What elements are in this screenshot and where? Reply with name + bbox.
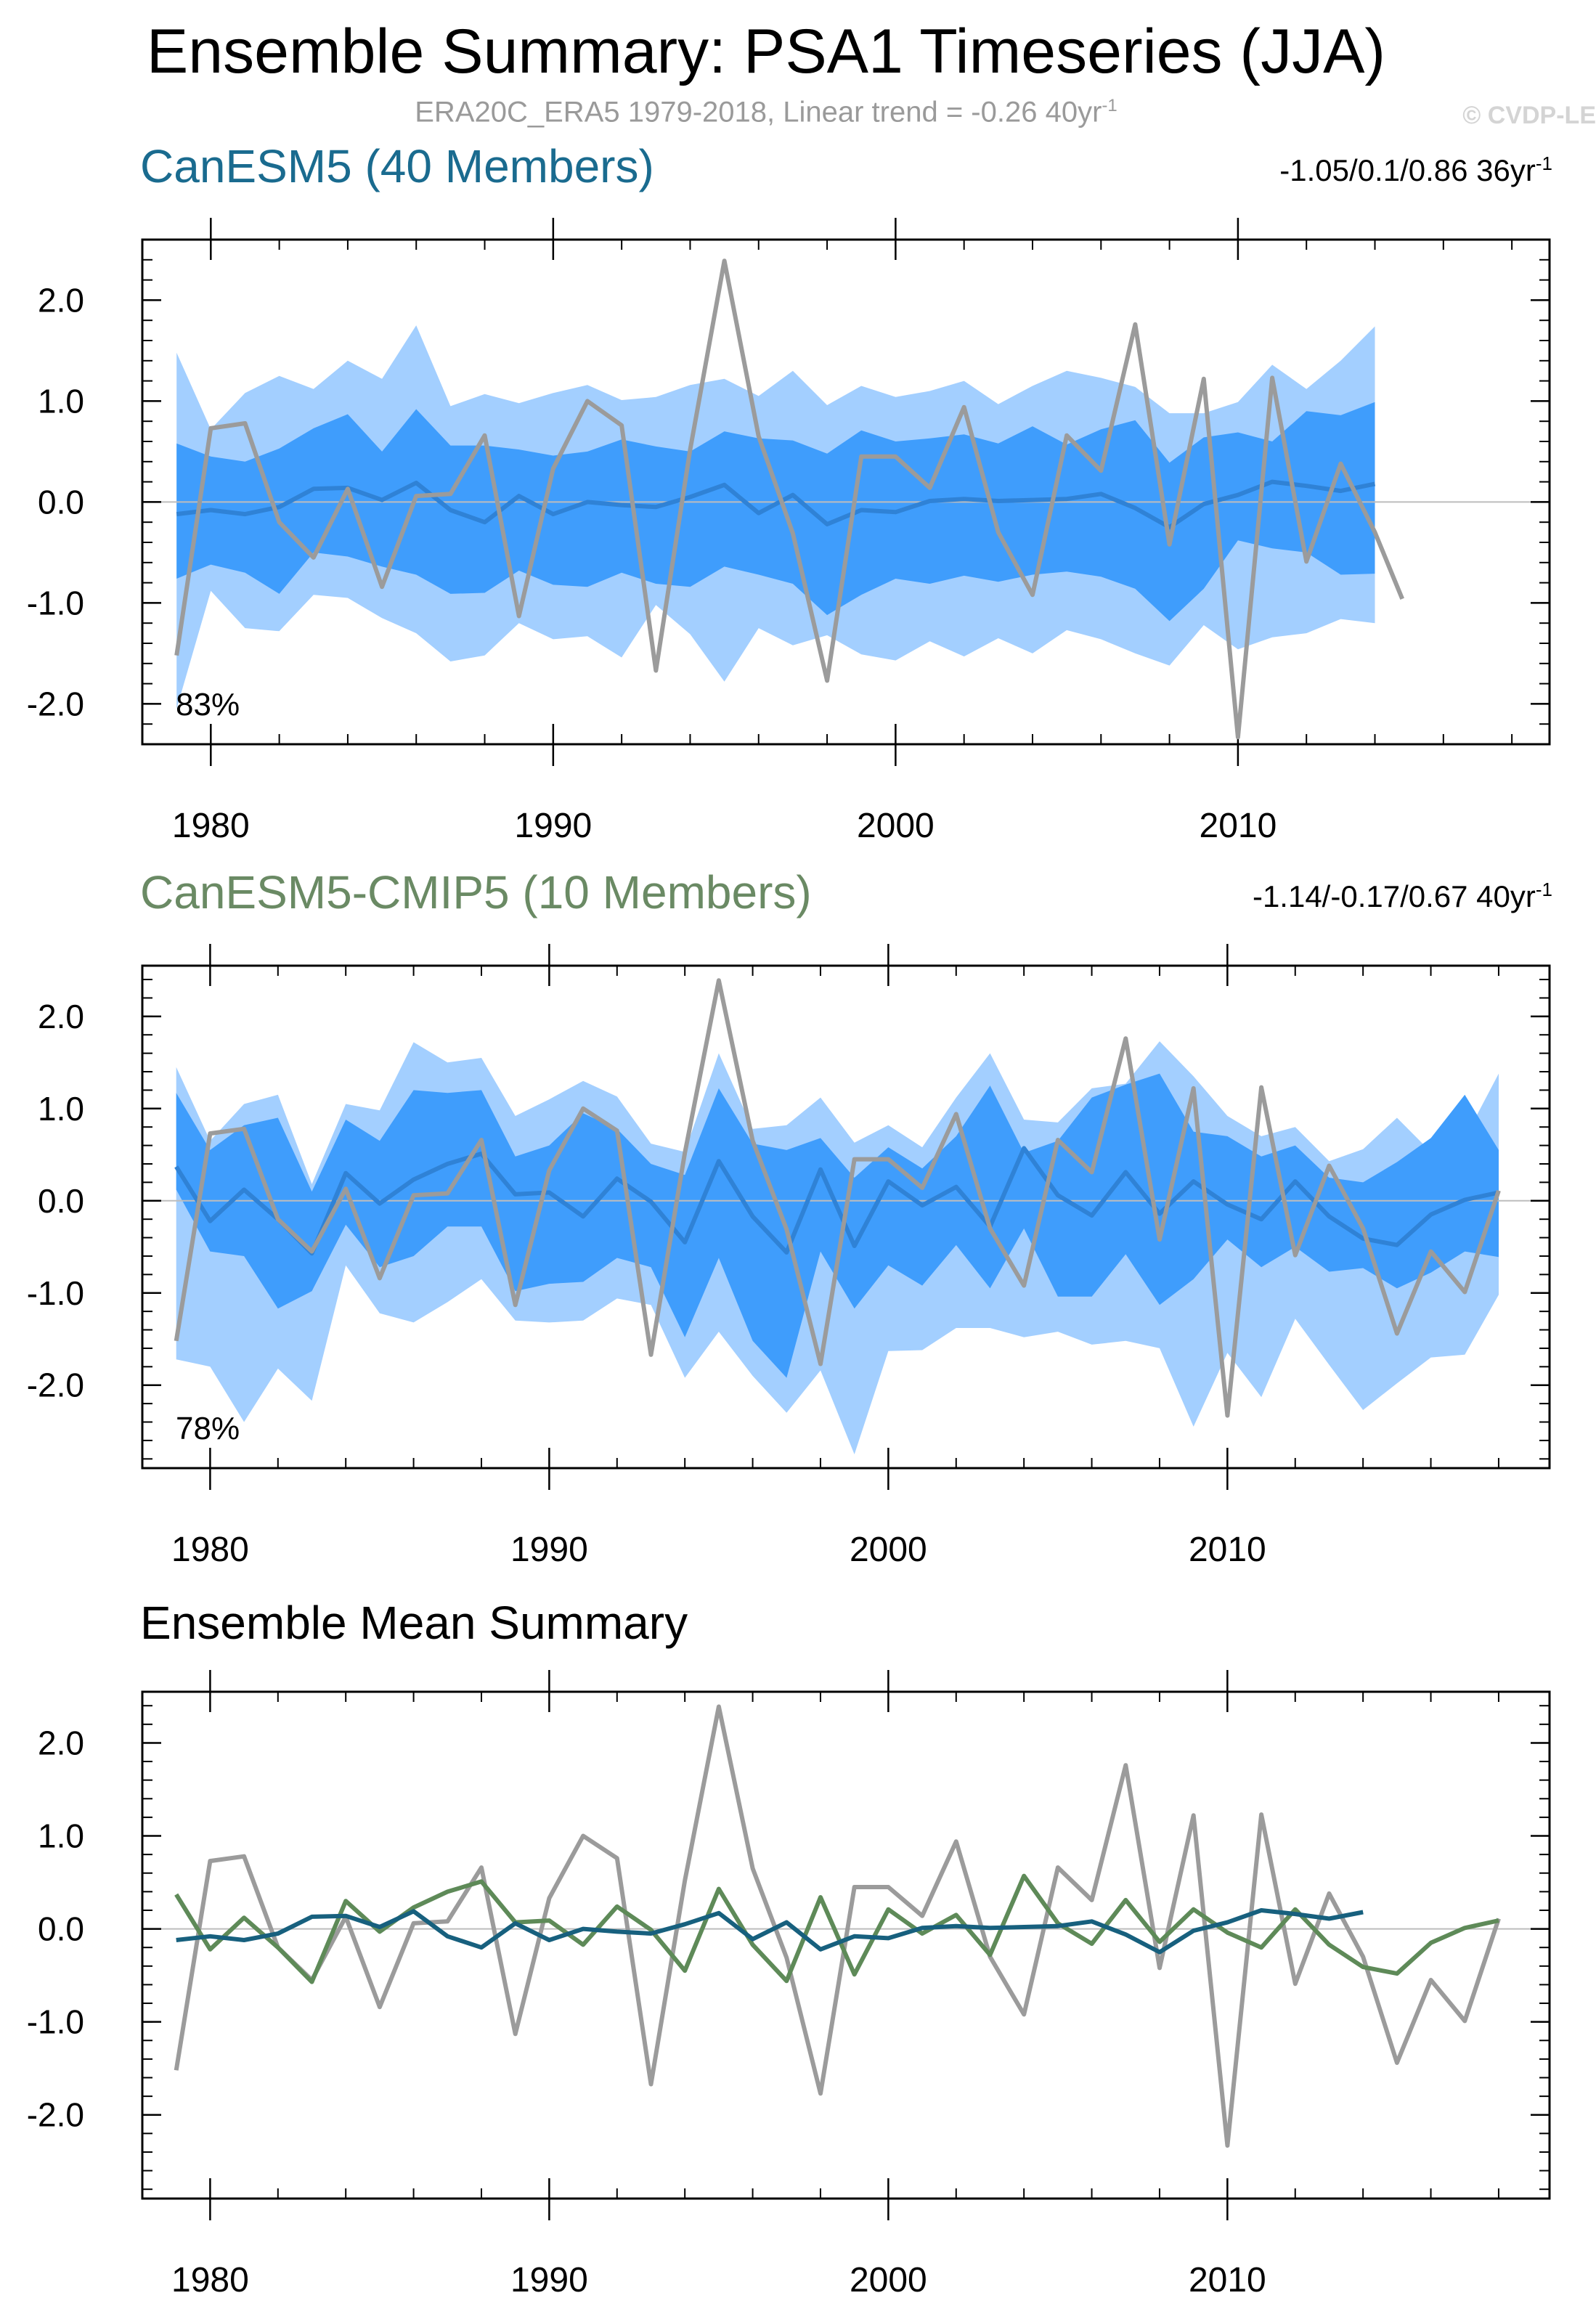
percent-label: 78% [176, 1411, 240, 1446]
y-tick-label: 2.0 [38, 281, 84, 319]
x-tick-label: 1990 [510, 2261, 588, 2299]
panel-canesm5-cmip5: -2.0 -1.0 0.0 1.0 2.0 1980 1990 2000 2010 78% [27, 944, 1551, 1569]
panel3-title: Ensemble Mean Summary [140, 1597, 688, 1649]
plot-frame [141, 964, 1551, 1470]
y-tick-label: 1.0 [38, 1090, 84, 1128]
panel1-trend-sup: -1 [1535, 152, 1552, 174]
subtitle: ERA20C_ERA5 1979-2018, Linear trend = -0… [0, 96, 1532, 129]
observed-line [174, 1704, 1501, 2148]
y-tick-label: -1.0 [27, 1274, 84, 1312]
panel2-trend-text: -1.14/-0.17/0.67 40yr [1252, 879, 1536, 913]
x-tick-label: 1990 [514, 807, 592, 845]
x-tick-label: 2010 [1189, 2261, 1266, 2299]
x-tick-label: 1980 [172, 807, 250, 845]
band-inner [176, 1073, 1499, 1378]
y-tick-label: 2.0 [38, 998, 84, 1035]
x-tick-label: 2010 [1200, 807, 1277, 845]
y-tick-label: -1.0 [27, 584, 84, 622]
panel1-trend: -1.05/0.1/0.86 36yr-1 [1279, 152, 1552, 188]
plot-frame [141, 238, 1551, 746]
band-inner [176, 402, 1375, 622]
y-tick-label: -2.0 [27, 1366, 84, 1404]
x-tick-label: 1980 [171, 1531, 249, 1569]
panel1-title: CanESM5 (40 Members) [140, 140, 654, 192]
panel2-trend: -1.14/-0.17/0.67 40yr-1 [1253, 879, 1552, 914]
percent-label: 83% [176, 687, 240, 722]
panel-ensemble-mean-summary: -2.0 -1.0 0.0 1.0 2.0 1980 1990 2000 2010 [27, 1670, 1551, 2299]
y-tick-label: 1.0 [38, 382, 84, 420]
x-tick-label: 1990 [510, 1531, 588, 1569]
panel1-trend-text: -1.05/0.1/0.86 36yr [1279, 153, 1536, 187]
y-tick-label: -2.0 [27, 2096, 84, 2134]
y-tick-label: 0.0 [38, 483, 84, 521]
y-tick-label: -2.0 [27, 685, 84, 722]
x-tick-label: 2000 [857, 807, 935, 845]
ensemble-mean-line [174, 1146, 1499, 1256]
observed-line [174, 258, 1404, 740]
panel-canesm5: -2.0 -1.0 0.0 1.0 2.0 1980 1990 2000 2010 83% [27, 218, 1551, 845]
y-tick-label: 0.0 [38, 1182, 84, 1220]
canesm5-mean-line [176, 1908, 1364, 1955]
subtitle-text: ERA20C_ERA5 1979-2018, Linear trend = -0… [415, 96, 1102, 129]
x-tick-label: 2000 [850, 1531, 927, 1569]
y-tick-label: 1.0 [38, 1817, 84, 1855]
observed-line [174, 978, 1501, 1418]
x-tick-label: 2000 [850, 2261, 927, 2299]
plot-frame [141, 1690, 1551, 2200]
page-title: Ensemble Summary: PSA1 Timeseries (JJA) [146, 17, 1386, 86]
y-tick-label: -1.0 [27, 2003, 84, 2041]
panel2-title: CanESM5-CMIP5 (10 Members) [140, 866, 812, 918]
panel2-trend-sup: -1 [1535, 879, 1552, 900]
x-tick-label: 2010 [1189, 1531, 1266, 1569]
subtitle-sup: -1 [1102, 96, 1117, 115]
y-tick-label: 0.0 [38, 1910, 84, 1948]
y-tick-label: 2.0 [38, 1724, 84, 1761]
watermark: © CVDP-LE [1462, 102, 1596, 129]
x-tick-label: 1980 [171, 2261, 249, 2299]
